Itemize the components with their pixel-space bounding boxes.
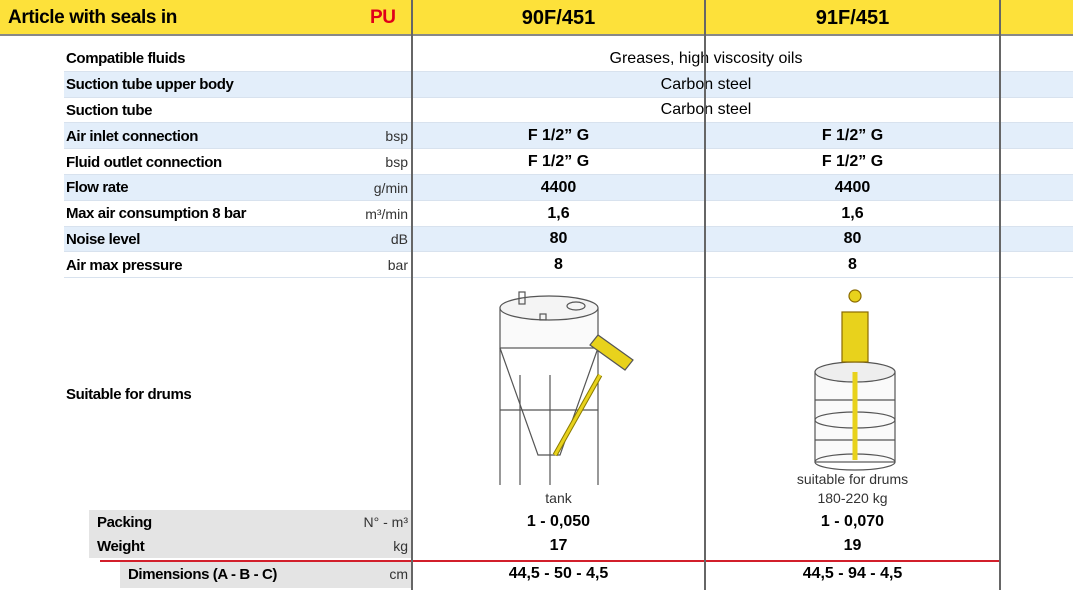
footer-unit: N° - m³	[300, 510, 408, 534]
row-label: Air max pressure	[66, 252, 182, 278]
row-label: Fluid outlet connection	[66, 149, 222, 175]
footer-value: 1 - 0,070	[705, 510, 1000, 534]
model-header: 90F/451	[412, 0, 705, 36]
row-value: F 1/2” G	[705, 149, 1000, 175]
row-value: 8	[705, 252, 1000, 278]
header-title: Article with seals in	[8, 0, 177, 36]
row-unit: g/min	[300, 175, 408, 201]
spec-sheet: Article with seals in PU 90F/45191F/451 Com…	[0, 0, 1073, 590]
drums-label: Suitable for drums	[66, 278, 191, 510]
row-value: 80	[705, 227, 1000, 253]
row-label: Max air consumption 8 bar	[66, 201, 246, 227]
row-value: Greases, high viscosity oils	[412, 46, 1000, 72]
row-value: 1,6	[705, 201, 1000, 227]
row-unit: bsp	[300, 123, 408, 149]
footer-label: Packing	[97, 510, 152, 534]
row-label: Compatible fluids	[66, 46, 185, 72]
row-unit: m³/min	[300, 201, 408, 227]
row-unit: bsp	[300, 149, 408, 175]
row-label: Noise level	[66, 227, 140, 253]
footer-value: 19	[705, 534, 1000, 558]
row-value: 1,6	[412, 201, 705, 227]
drum-caption: 180-220 kg	[705, 488, 1000, 507]
footer-value: 17	[412, 534, 705, 558]
column-rule	[999, 0, 1001, 590]
tank-illustration	[500, 292, 633, 485]
footer-value: 44,5 - 50 - 4,5	[412, 560, 705, 588]
drum-caption: suitable for drums	[705, 469, 1000, 488]
row-unit: bar	[300, 252, 408, 278]
row-value: 4400	[412, 175, 705, 201]
row-value: F 1/2” G	[412, 149, 705, 175]
header-seal: PU	[370, 0, 396, 36]
footer-value: 1 - 0,050	[412, 510, 705, 534]
footer-label: Dimensions (A - B - C)	[128, 560, 277, 588]
model-header: 91F/451	[705, 0, 1000, 36]
row-value: Carbon steel	[412, 98, 1000, 124]
row-label: Suction tube upper body	[66, 72, 233, 98]
row-value: Carbon steel	[412, 72, 1000, 98]
drum-illustration	[815, 290, 895, 470]
row-value: 8	[412, 252, 705, 278]
row-value: F 1/2” G	[705, 123, 1000, 149]
row-value: 4400	[705, 175, 1000, 201]
footer-unit: kg	[300, 534, 408, 558]
column-rule	[704, 0, 706, 590]
row-value: F 1/2” G	[412, 123, 705, 149]
drum-caption: tank	[412, 488, 705, 507]
row-label: Suction tube	[66, 98, 152, 124]
footer-value: 44,5 - 94 - 4,5	[705, 560, 1000, 588]
footer-unit: cm	[300, 560, 408, 588]
row-value: 80	[412, 227, 705, 253]
row-unit: dB	[300, 227, 408, 253]
footer-label: Weight	[97, 534, 144, 558]
column-rule	[411, 0, 413, 590]
row-label: Air inlet connection	[66, 123, 198, 149]
row-label: Flow rate	[66, 175, 128, 201]
